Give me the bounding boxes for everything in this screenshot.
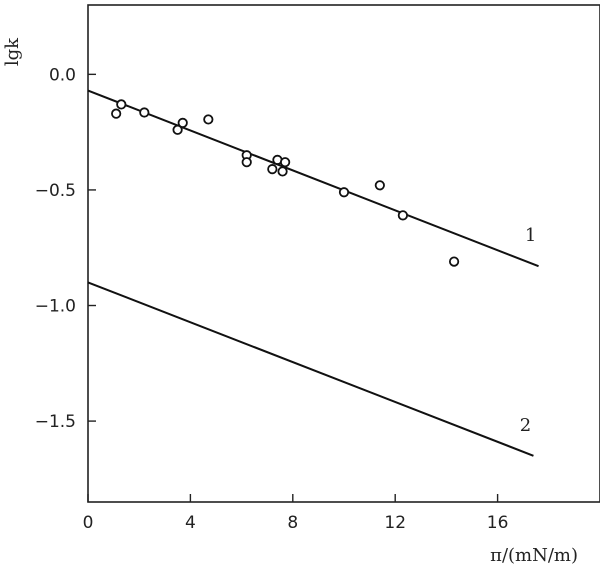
x-tick-label: 12 xyxy=(384,513,406,533)
x-tick-label: 0 xyxy=(83,513,94,533)
data-point xyxy=(397,210,408,221)
data-point xyxy=(172,124,183,135)
data-point xyxy=(277,166,288,177)
line-label-2: 2 xyxy=(520,415,531,436)
y-axis-title: lgk xyxy=(2,37,23,66)
data-points xyxy=(111,99,460,267)
fit-line-2 xyxy=(87,281,534,457)
fit-lines: 12 xyxy=(87,89,539,457)
data-point xyxy=(280,157,291,168)
x-tick-label: 8 xyxy=(287,513,298,533)
data-point xyxy=(338,187,350,198)
y-tick-label: 0.0 xyxy=(49,65,76,85)
data-point xyxy=(139,107,150,118)
plot-frame xyxy=(87,4,600,503)
fit-line-1 xyxy=(87,89,539,268)
data-point xyxy=(177,117,188,128)
x-axis-ticks: 0 4 8 12 16 xyxy=(83,494,509,533)
data-point xyxy=(116,99,127,110)
x-tick-label: 16 xyxy=(487,513,509,533)
data-point xyxy=(111,108,122,119)
y-tick-label: −1.5 xyxy=(35,412,76,432)
line-label-1: 1 xyxy=(525,225,536,246)
y-axis-ticks: 0.0 −0.5 −1.0 −1.5 xyxy=(35,65,96,432)
y-tick-label: −1.0 xyxy=(35,297,76,317)
data-point xyxy=(267,164,278,175)
x-tick-label: 4 xyxy=(185,513,196,533)
data-point xyxy=(448,256,460,267)
data-point xyxy=(241,157,252,168)
x-axis-title: π/(mN/m) xyxy=(490,545,578,566)
data-point xyxy=(203,114,214,125)
data-point xyxy=(374,180,385,191)
y-tick-label: −0.5 xyxy=(35,181,76,201)
